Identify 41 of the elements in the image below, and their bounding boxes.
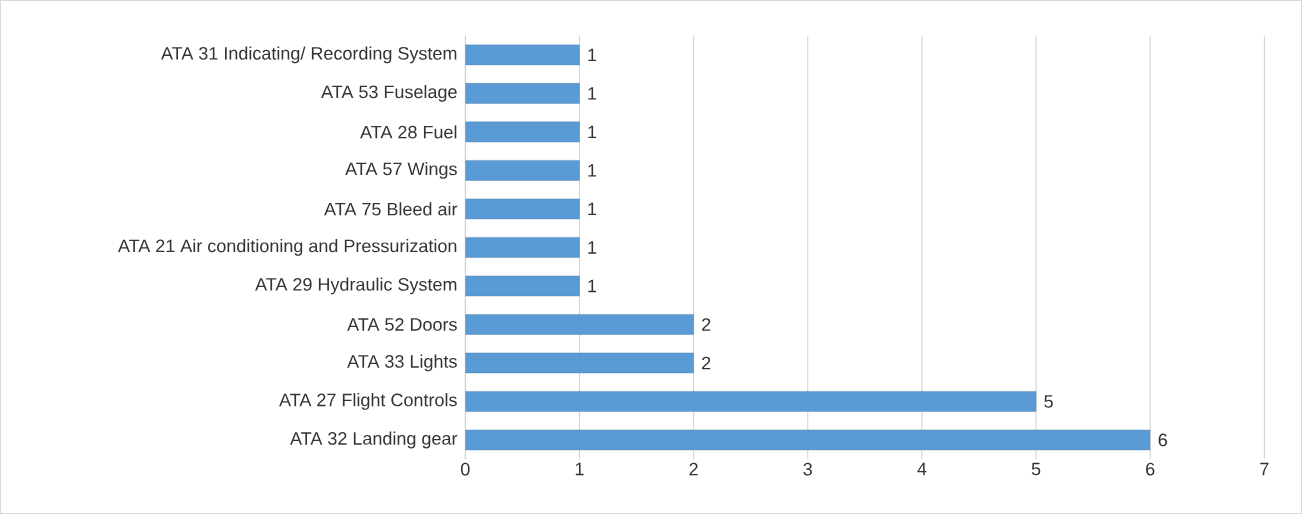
bar [465, 160, 580, 181]
y-tick-label: ATA 29 Hydraulic System [255, 277, 457, 295]
y-tick-label: ATA 53 Fuselage [321, 85, 457, 102]
data-label: 2 [702, 356, 711, 370]
y-tick-label: ATA 21 Air conditioning and Pressurization [117, 239, 457, 256]
y-tick-label: ATA 28 Fuel [360, 125, 457, 139]
data-label: 1 [588, 125, 597, 139]
y-tick-label: ATA 27 Flight Controls [279, 393, 457, 410]
x-tick-label: 3 [803, 462, 812, 476]
bar [465, 83, 580, 104]
x-tick-label: 6 [1146, 462, 1155, 476]
data-label: 1 [588, 279, 597, 293]
bar [465, 121, 580, 143]
data-label: 5 [1044, 395, 1053, 408]
x-tick-label: 2 [689, 462, 698, 476]
data-label: 2 [702, 318, 711, 331]
y-tick-label: ATA 57 Wings [345, 162, 457, 179]
y-tick-label: ATA 52 Doors [347, 318, 457, 331]
bar [465, 352, 694, 374]
bar [465, 237, 580, 258]
y-tick-label: ATA 31 Indicating/ Recording System [161, 46, 457, 64]
x-tick-label: 1 [575, 462, 584, 476]
y-tick-label: ATA 75 Bleed air [324, 202, 458, 216]
x-tick-label: 5 [1031, 462, 1041, 476]
data-label: 1 [588, 241, 597, 254]
data-label: 1 [588, 87, 597, 100]
bar [465, 198, 580, 220]
bar [465, 391, 1037, 412]
bar [465, 44, 580, 66]
data-label: 1 [588, 164, 597, 177]
data-label: 1 [588, 48, 597, 62]
y-tick-label: ATA 32 Landing gear [290, 431, 458, 449]
data-label: 1 [588, 202, 597, 216]
bar [465, 429, 1151, 451]
bar [465, 275, 580, 297]
bar [465, 314, 694, 335]
x-tick-label: 0 [461, 462, 470, 476]
x-tick-label: 7 [1260, 462, 1269, 476]
data-label: 6 [1158, 433, 1167, 447]
x-tick-label: 4 [917, 462, 927, 476]
y-tick-label: ATA 33 Lights [347, 354, 457, 372]
